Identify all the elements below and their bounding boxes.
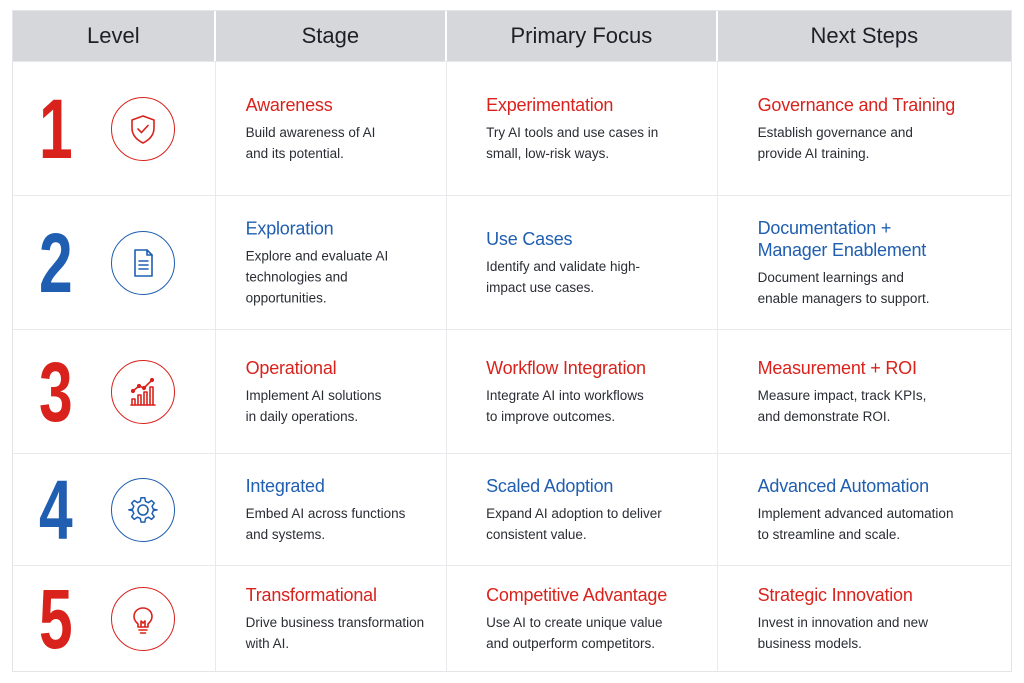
next-steps-description: Document learnings and enable managers t… [757, 269, 930, 306]
focus-description: Expand AI adoption to deliver consistent… [486, 505, 662, 542]
level-number: 1 [39, 81, 73, 176]
focus-cell: Workflow Integration Integrate AI into w… [447, 330, 718, 453]
focus-description: Identify and validate high- impact use c… [486, 258, 640, 295]
focus-cell: Experimentation Try AI tools and use cas… [447, 62, 718, 195]
level-cell: 1 [13, 62, 216, 195]
focus-title: Experimentation [486, 94, 614, 115]
next-steps-description: Invest in innovation and new business mo… [757, 614, 928, 651]
header-primary-focus: Primary Focus [447, 11, 718, 61]
stage-cell: Operational Implement AI solutions in da… [216, 330, 448, 453]
focus-description: Integrate AI into workflows to improve o… [486, 387, 644, 424]
table-row: 1 Awareness Build awareness of AI and it… [13, 61, 1011, 195]
next-steps-title: Documentation + Manager Enablement [757, 217, 927, 260]
next-steps-title: Measurement + ROI [757, 357, 917, 378]
focus-cell: Competitive Advantage Use AI to create u… [447, 566, 718, 671]
focus-title: Workflow Integration [486, 357, 646, 378]
next-steps-description: Establish governance and provide AI trai… [757, 124, 913, 161]
next-steps-cell: Governance and Training Establish govern… [718, 62, 1011, 195]
focus-description: Try AI tools and use cases in small, low… [486, 124, 659, 161]
lightbulb-icon [111, 586, 175, 651]
next-steps-title: Advanced Automation [757, 475, 930, 496]
focus-cell: Scaled Adoption Expand AI adoption to de… [447, 454, 718, 565]
focus-description: Use AI to create unique value and outper… [486, 614, 663, 651]
table-row: 4 Integrated Embed AI across functions a… [13, 453, 1011, 565]
table-row: 3 Operational Implement AI solutions in … [13, 329, 1011, 453]
stage-description: Implement AI solutions in daily operatio… [245, 387, 382, 424]
level-number: 2 [39, 215, 73, 310]
header-level: Level [13, 11, 216, 61]
header-stage: Stage [216, 11, 448, 61]
level-cell: 4 [13, 454, 216, 565]
focus-title: Competitive Advantage [486, 584, 668, 605]
header-next-steps: Next Steps [810, 23, 919, 48]
stage-description: Build awareness of AI and its potential. [245, 124, 376, 161]
level-cell: 2 [13, 196, 216, 329]
focus-cell: Use Cases Identify and validate high- im… [447, 196, 718, 329]
next-steps-title: Strategic Innovation [757, 584, 913, 605]
stage-title: Operational [245, 357, 337, 378]
level-cell: 3 [13, 330, 216, 453]
next-steps-description: Implement advanced automation to streaml… [757, 505, 954, 542]
maturity-table: Level Stage Primary Focus Next Steps 1 A… [12, 10, 1012, 672]
shield-check-icon [111, 96, 175, 161]
level-cell: 5 [13, 566, 216, 671]
focus-title: Use Cases [486, 228, 573, 249]
growth-chart-icon [111, 359, 175, 424]
document-icon [111, 230, 175, 295]
next-steps-cell: Measurement + ROI Measure impact, track … [718, 330, 1011, 453]
stage-description: Embed AI across functions and systems. [245, 505, 406, 542]
next-steps-cell: Documentation + Manager Enablement Docum… [718, 196, 1011, 329]
next-steps-cell: Strategic Innovation Invest in innovatio… [718, 566, 1011, 671]
stage-cell: Awareness Build awareness of AI and its … [216, 62, 448, 195]
stage-description: Explore and evaluate AI technologies and… [245, 248, 389, 305]
stage-title: Integrated [245, 475, 325, 496]
focus-title: Scaled Adoption [486, 475, 614, 496]
stage-cell: Transformational Drive business transfor… [216, 566, 448, 671]
table-row: 2 Exploration Explore and evaluate AI te… [13, 195, 1011, 329]
next-steps-description: Measure impact, track KPIs, and demonstr… [757, 387, 927, 424]
stage-cell: Exploration Explore and evaluate AI tech… [216, 196, 448, 329]
stage-description: Drive business transformation with AI. [245, 614, 425, 651]
level-number: 3 [39, 344, 73, 439]
level-number: 5 [39, 571, 73, 666]
gear-icon [111, 477, 175, 542]
next-steps-title: Governance and Training [757, 94, 956, 115]
level-number: 4 [39, 462, 73, 557]
stage-title: Transformational [245, 584, 377, 605]
stage-title: Exploration [245, 218, 334, 238]
table-header: Level Stage Primary Focus Next Steps [13, 11, 1011, 61]
next-steps-cell: Advanced Automation Implement advanced a… [718, 454, 1011, 565]
stage-cell: Integrated Embed AI across functions and… [216, 454, 448, 565]
stage-title: Awareness [245, 94, 333, 115]
table-row: 5 Transformational Drive business transf… [13, 565, 1011, 671]
